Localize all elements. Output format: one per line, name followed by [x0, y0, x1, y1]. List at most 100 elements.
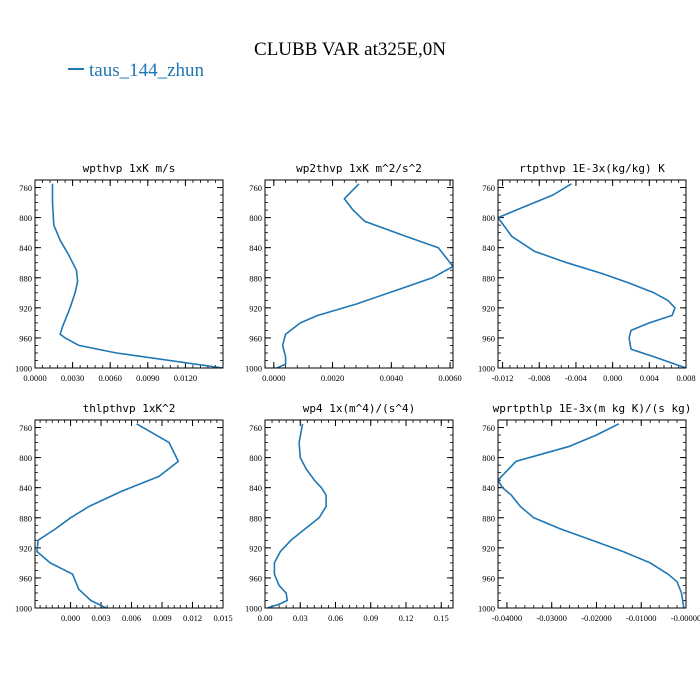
subplot-2: wp2thvp 1xK m^2/s^2 0.0000 0.0020 0.0040 0.0…: [245, 162, 462, 383]
figure-legend: taus_144_zhun: [68, 60, 205, 81]
x-tick-label: 0.0040: [380, 373, 403, 383]
data-series-line: [267, 423, 327, 608]
x-tick-label: 0.15: [434, 613, 449, 623]
y-tick-label: 840: [249, 483, 262, 493]
subplot-title: wp4 1x(m^4)/(s^4): [303, 402, 416, 415]
x-tick-label: 0.09: [363, 613, 378, 623]
figure-title: CLUBB VAR at325E,0N: [254, 39, 446, 60]
subplot-4: thlpthvp 1xK^2 0.000 0.003 0.006 0.009 0.012 0…: [15, 402, 233, 623]
x-tick-label: 0.009: [152, 613, 171, 623]
y-tick-label: 920: [19, 543, 32, 553]
x-tick-label: 0.12: [399, 613, 414, 623]
subplot-5: wp4 1x(m^4)/(s^4) 0.00 0.03 0.06 0.09 0.12 0.1…: [245, 402, 454, 623]
y-tick-label: 880: [482, 513, 495, 523]
x-tick-label: 0.012: [183, 613, 202, 623]
x-tick-label: 0.00: [258, 613, 273, 623]
axes-frame: [264, 179, 454, 369]
x-tick-label: 0.0020: [321, 373, 344, 383]
y-tick-label: 840: [19, 243, 32, 253]
y-tick-label: 1000: [15, 364, 32, 374]
y-tick-label: 840: [19, 483, 32, 493]
y-tick-label: 880: [19, 513, 32, 523]
subplot-title: wp2thvp 1xK m^2/s^2: [296, 162, 422, 175]
subplot-grid: wpthvp 1xK m/s 0.0000 0.0030 0.0060 0.0090 0.…: [15, 162, 700, 623]
x-tick-label: 0.0000: [262, 373, 285, 383]
y-tick-label: 960: [482, 333, 495, 343]
x-tick-label: -0.04000: [492, 613, 522, 623]
subplot-title: rtpthvp 1E-3x(kg/kg) K: [519, 162, 665, 175]
x-tick-label: 0.0030: [61, 373, 84, 383]
x-tick-label: 0.000: [61, 613, 80, 623]
y-tick-label: 760: [482, 183, 495, 193]
legend-label: taus_144_zhun: [89, 60, 205, 81]
x-tick-label: 0.004: [640, 373, 660, 383]
x-tick-label: -0.03000: [536, 613, 566, 623]
y-tick-label: 760: [249, 183, 262, 193]
subplot-1: wpthvp 1xK m/s 0.0000 0.0030 0.0060 0.0090 0.…: [15, 162, 224, 383]
subplot-6: wprtpthlp 1E-3x(m kg K)/(s kg) -0.04000 -0…: [478, 402, 700, 623]
y-tick-label: 800: [482, 213, 495, 223]
x-tick-label: -0.008: [528, 373, 550, 383]
y-tick-label: 760: [482, 423, 495, 433]
x-tick-label: -0.004: [565, 373, 588, 383]
x-tick-label: 0.0120: [174, 373, 197, 383]
x-tick-label: 0.000: [603, 373, 622, 383]
y-tick-label: 800: [249, 453, 262, 463]
y-tick-label: 960: [19, 573, 32, 583]
y-tick-label: 920: [19, 303, 32, 313]
y-tick-label: 880: [249, 273, 262, 283]
x-tick-label: 0.0060: [438, 373, 461, 383]
y-tick-label: 760: [249, 423, 262, 433]
axes-frame: [497, 179, 687, 369]
data-series-line: [498, 423, 685, 608]
y-tick-label: 800: [19, 213, 32, 223]
y-tick-label: 920: [249, 543, 262, 553]
y-tick-label: 1000: [478, 364, 495, 374]
y-tick-label: 960: [249, 573, 262, 583]
subplot-title: wpthvp 1xK m/s: [83, 162, 176, 175]
x-tick-label: 0.0000: [23, 373, 46, 383]
axes-frame: [34, 179, 224, 369]
y-tick-label: 1000: [245, 604, 262, 614]
y-tick-label: 760: [19, 183, 32, 193]
x-tick-label: -0.012: [492, 373, 514, 383]
x-tick-label: 0.0090: [136, 373, 159, 383]
y-tick-label: 800: [482, 453, 495, 463]
y-tick-label: 960: [249, 333, 262, 343]
y-tick-label: 840: [249, 243, 262, 253]
subplot-3: rtpthvp 1E-3x(kg/kg) K -0.012 -0.008 -0.004…: [478, 162, 696, 383]
x-tick-label: 0.008: [676, 373, 695, 383]
axes-frame: [264, 419, 454, 609]
y-tick-label: 920: [249, 303, 262, 313]
y-tick-label: 840: [482, 243, 495, 253]
y-tick-label: 840: [482, 483, 495, 493]
y-tick-label: 760: [19, 423, 32, 433]
y-tick-label: 1000: [245, 364, 262, 374]
x-tick-label: 0.003: [91, 613, 110, 623]
y-tick-label: 960: [482, 573, 495, 583]
y-tick-label: 800: [19, 453, 32, 463]
data-series-line: [498, 183, 686, 368]
x-tick-label: 0.06: [328, 613, 343, 623]
axes-frame: [34, 419, 224, 609]
x-tick-label: -0.01000: [626, 613, 656, 623]
x-tick-label: 0.015: [213, 613, 232, 623]
x-tick-label: 0.03: [293, 613, 308, 623]
y-tick-label: 800: [249, 213, 262, 223]
x-tick-label: -0.02000: [581, 613, 611, 623]
x-tick-label: 0.0060: [99, 373, 122, 383]
y-tick-label: 920: [482, 543, 495, 553]
data-series-line: [51, 183, 223, 368]
y-tick-label: 880: [249, 513, 262, 523]
y-tick-label: 1000: [478, 604, 495, 614]
y-tick-label: 880: [19, 273, 32, 283]
x-tick-label: -0.00000: [671, 613, 700, 623]
y-tick-label: 920: [482, 303, 495, 313]
subplot-title: thlpthvp 1xK^2: [83, 402, 176, 415]
axes-frame: [497, 419, 687, 609]
y-tick-label: 960: [19, 333, 32, 343]
x-tick-label: 0.006: [122, 613, 141, 623]
y-tick-label: 1000: [15, 604, 32, 614]
subplot-title: wprtpthlp 1E-3x(m kg K)/(s kg): [493, 402, 692, 415]
